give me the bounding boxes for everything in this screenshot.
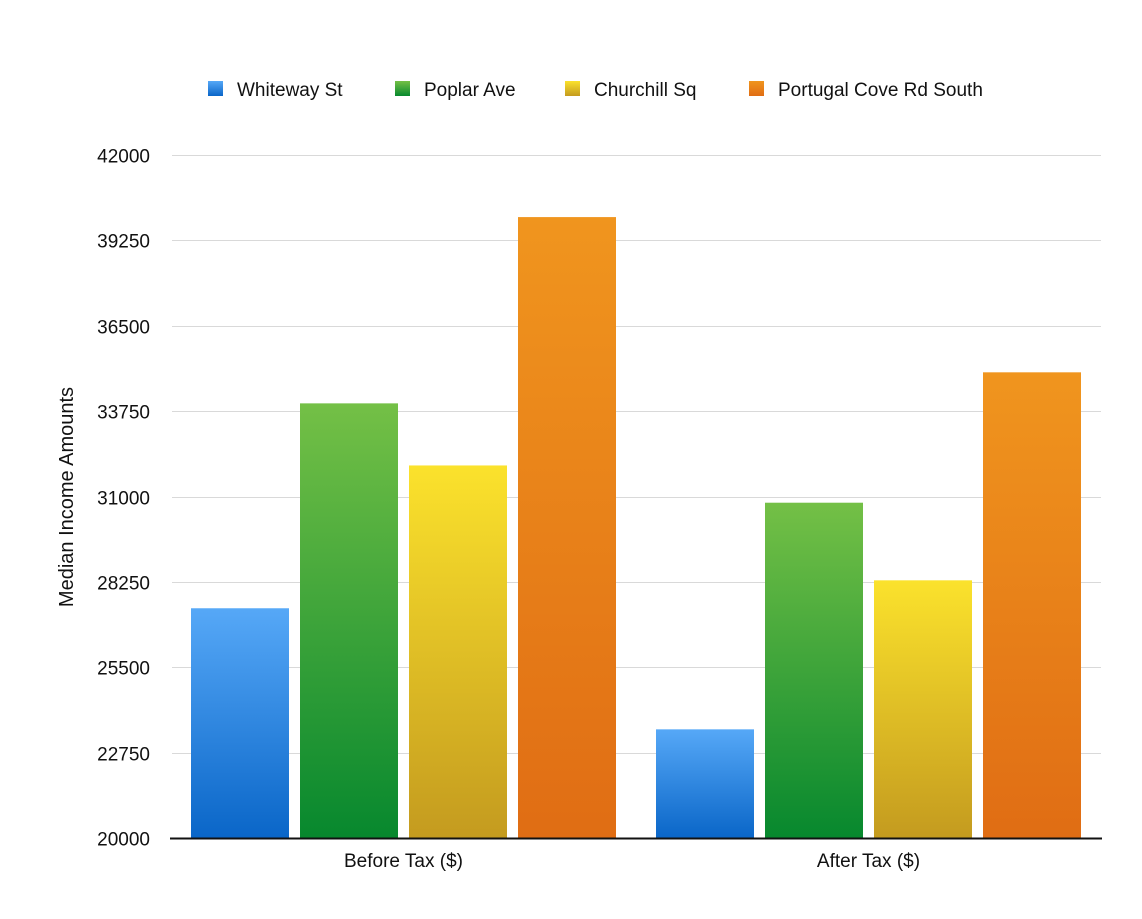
legend: Whiteway St Poplar Ave Churchill Sq Portuga… <box>208 80 983 101</box>
bar-portugal-cove-rd-south <box>983 372 1081 838</box>
bar-whiteway-st <box>656 729 754 838</box>
bar-churchill-sq <box>874 580 972 838</box>
legend-item: Portugal Cove Rd South <box>749 80 983 101</box>
y-axis-ticks: 20000 22750 25500 28250 31000 33750 36500 39250… <box>97 147 150 851</box>
x-category-label: Before Tax ($) <box>344 851 463 872</box>
y-tick-label: 42000 <box>97 147 150 168</box>
y-tick-label: 28250 <box>97 574 150 595</box>
bar-portugal-cove-rd-south <box>518 217 616 838</box>
legend-item: Poplar Ave <box>395 80 516 101</box>
y-axis-label: Median Income Amounts <box>56 387 78 607</box>
x-axis-categories: Before Tax ($) After Tax ($) <box>344 851 920 872</box>
bar-whiteway-st <box>191 608 289 838</box>
legend-label: Portugal Cove Rd South <box>778 80 983 101</box>
legend-swatch <box>208 81 223 96</box>
bar-poplar-ave <box>765 502 863 838</box>
y-tick-label: 39250 <box>97 232 150 253</box>
y-tick-label: 33750 <box>97 403 150 424</box>
legend-item: Churchill Sq <box>565 80 696 101</box>
y-tick-label: 20000 <box>97 830 150 851</box>
x-category-label: After Tax ($) <box>817 851 920 872</box>
legend-swatch <box>395 81 410 96</box>
y-tick-label: 25500 <box>97 659 150 680</box>
legend-swatch <box>565 81 580 96</box>
legend-label: Whiteway St <box>237 80 343 101</box>
legend-item: Whiteway St <box>208 80 343 101</box>
bar-poplar-ave <box>300 403 398 838</box>
y-tick-label: 36500 <box>97 318 150 339</box>
bars <box>191 217 1081 838</box>
bar-churchill-sq <box>409 465 507 838</box>
legend-swatch <box>749 81 764 96</box>
legend-label: Poplar Ave <box>424 80 516 101</box>
y-tick-label: 22750 <box>97 745 150 766</box>
legend-label: Churchill Sq <box>594 80 696 101</box>
y-tick-label: 31000 <box>97 489 150 510</box>
